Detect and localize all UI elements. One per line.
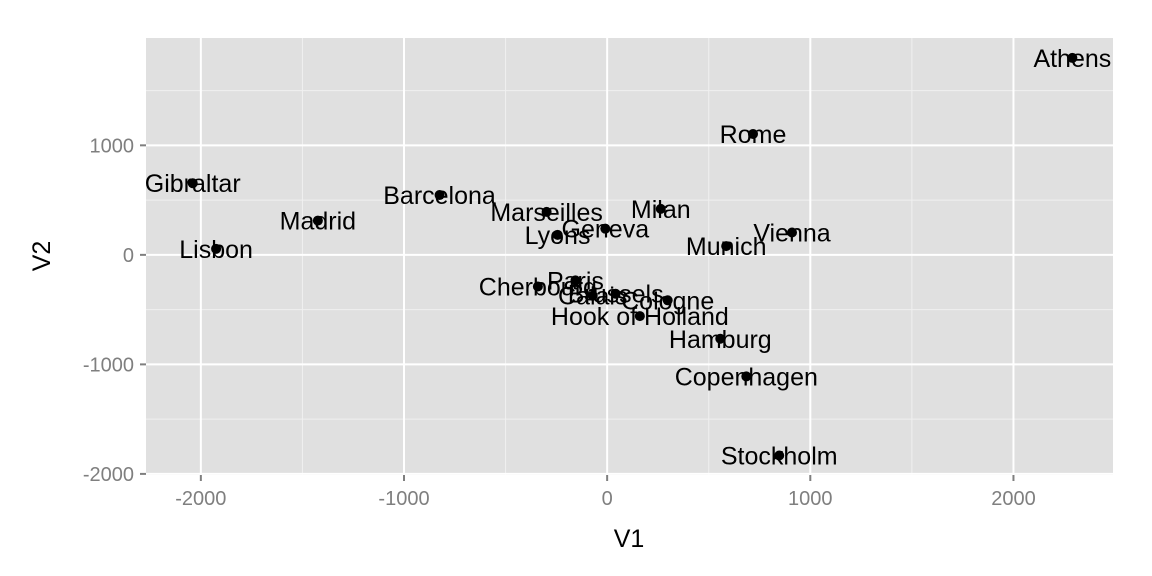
- data-point: [1067, 52, 1078, 63]
- data-point: [787, 227, 798, 238]
- point-label: Rome: [720, 121, 787, 149]
- data-point: [187, 178, 198, 189]
- point-labels: Athens Rome Gibraltar Barcelona Madrid Lisbon…: [145, 45, 1111, 471]
- x-axis-title: V1: [614, 525, 645, 553]
- data-points: [187, 52, 1078, 461]
- x-tick-label: -2000: [175, 488, 226, 510]
- point-label: Gibraltar: [145, 170, 241, 198]
- point-label: Cologne: [621, 287, 714, 315]
- point-label: Geneva: [562, 216, 650, 244]
- point-label: Paris: [547, 267, 604, 295]
- data-point: [715, 333, 726, 344]
- x-axis-ticks: -2000 -1000 0 1000 2000: [175, 475, 1036, 510]
- data-point: [312, 215, 323, 226]
- major-grid: [146, 38, 1113, 475]
- y-tick-label: -1000: [83, 354, 134, 376]
- point-label: Lyons: [525, 222, 591, 250]
- point-label: Calais: [558, 283, 627, 311]
- y-tick-label: -2000: [83, 464, 134, 486]
- data-point: [748, 128, 759, 139]
- plot-panel: [146, 38, 1113, 475]
- point-label: Cherbourg: [479, 274, 597, 302]
- data-point: [211, 243, 222, 254]
- data-point: [541, 206, 552, 217]
- point-label: Milan: [631, 196, 691, 224]
- y-axis-ticks: -2000 -1000 0 1000: [83, 135, 146, 486]
- x-tick-label: 0: [602, 488, 613, 510]
- data-point: [600, 223, 611, 234]
- point-label: Barcelona: [383, 182, 496, 210]
- data-point: [774, 450, 785, 461]
- x-tick-label: -1000: [378, 488, 429, 510]
- point-label: Stockholm: [721, 443, 838, 471]
- point-label: Athens: [1033, 45, 1111, 73]
- minor-grid: [146, 38, 1113, 475]
- data-point: [655, 203, 666, 214]
- data-point: [434, 190, 445, 201]
- data-point: [721, 241, 732, 252]
- data-point: [532, 281, 543, 292]
- point-label: Marseilles: [490, 199, 603, 227]
- data-point: [662, 295, 673, 306]
- point-label: Vienna: [753, 220, 830, 248]
- y-tick-label: 1000: [90, 135, 135, 157]
- point-label: Copenhagen: [675, 363, 818, 391]
- data-point: [570, 275, 581, 286]
- point-label: Hook of Holland: [551, 303, 729, 331]
- data-point: [741, 371, 752, 382]
- point-label: Munich: [686, 233, 767, 261]
- point-label: Lisbon: [179, 236, 253, 264]
- x-tick-label: 2000: [991, 488, 1036, 510]
- data-point: [634, 311, 645, 322]
- y-axis-title: V2: [28, 241, 56, 272]
- data-point: [610, 288, 621, 299]
- data-point: [552, 229, 563, 240]
- x-tick-label: 1000: [788, 488, 833, 510]
- data-point: [587, 290, 598, 301]
- point-label: Hamburg: [669, 326, 772, 354]
- point-label: Brussels: [568, 281, 664, 309]
- point-label: Madrid: [280, 208, 356, 236]
- y-tick-label: 0: [123, 245, 134, 267]
